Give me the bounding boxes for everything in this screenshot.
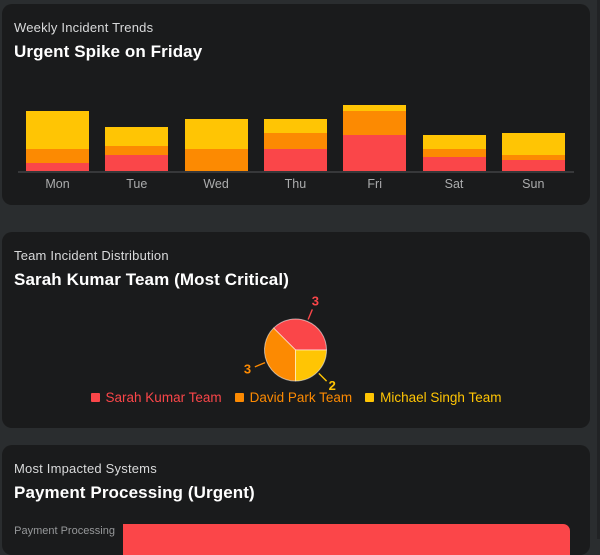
legend-swatch xyxy=(365,393,375,402)
x-axis-label-mon: Mon xyxy=(45,177,70,191)
x-axis-label-sat: Sat xyxy=(444,177,464,191)
scrollbar-track[interactable] xyxy=(597,0,600,539)
x-axis-label-fri: Fri xyxy=(367,177,382,191)
bar-segment-orange-severity[interactable] xyxy=(501,154,565,160)
legend-swatch xyxy=(90,393,100,402)
legend-label: Sarah Kumar Team xyxy=(105,390,222,405)
chart-subtitle: Most Impacted Systems xyxy=(14,461,157,476)
x-axis-label-sun: Sun xyxy=(522,177,545,191)
bar-column-mon[interactable] xyxy=(26,110,89,171)
x-axis-labels: Mon Tue Wed Thu Fri Sat Sun xyxy=(18,177,574,193)
hbar-row-label: Payment Processing xyxy=(14,525,115,537)
legend-label: Michael Singh Team xyxy=(380,390,502,405)
bar-segment-yellow-severity[interactable] xyxy=(343,105,407,111)
pie-leader-line xyxy=(318,372,328,382)
bar-segment-yellow-severity[interactable] xyxy=(263,118,327,133)
panel-weekly-incident-trends: Weekly Incident Trends Urgent Spike on F… xyxy=(2,4,590,205)
bar-segment-yellow-severity[interactable] xyxy=(26,110,89,149)
pie-slice-sarah-kumar-team[interactable] xyxy=(273,318,327,351)
bar-segment-orange-severity[interactable] xyxy=(422,149,486,158)
bar-column-sun[interactable] xyxy=(501,132,565,171)
bar-segment-orange-severity[interactable] xyxy=(263,132,327,149)
pie-slice-david-park-team[interactable] xyxy=(264,327,296,382)
bar-segment-yellow-severity[interactable] xyxy=(184,118,248,149)
bar-segment-orange-severity[interactable] xyxy=(26,149,89,163)
legend-label: David Park Team xyxy=(249,390,353,405)
hbar-bar[interactable] xyxy=(123,524,570,555)
bar-column-tue[interactable] xyxy=(105,127,169,171)
x-axis-line xyxy=(18,171,574,173)
bar-segment-yellow-severity[interactable] xyxy=(105,127,169,147)
stacked-bar-chart xyxy=(18,4,574,171)
pie-chart: 3 3 2 xyxy=(244,293,336,393)
bar-segment-yellow-severity[interactable] xyxy=(422,135,486,149)
bar-segment-red-severity[interactable] xyxy=(105,154,169,171)
x-axis-label-thu: Thu xyxy=(284,177,307,191)
chart-title: Sarah Kumar Team (Most Critical) xyxy=(14,270,289,289)
chart-subtitle: Team Incident Distribution xyxy=(14,248,169,263)
pie-leader-line xyxy=(254,361,266,368)
pie-value-label: 3 xyxy=(244,361,251,376)
pie-slice-michael-singh-team[interactable] xyxy=(295,349,327,382)
legend-swatch xyxy=(234,393,244,402)
bar-segment-orange-severity[interactable] xyxy=(343,110,407,136)
bar-segment-orange-severity[interactable] xyxy=(184,149,248,171)
bar-column-fri[interactable] xyxy=(343,105,407,171)
pie-value-label: 2 xyxy=(329,378,336,393)
bar-column-sat[interactable] xyxy=(422,135,486,171)
x-axis-label-tue: Tue xyxy=(126,177,148,191)
x-axis-label-wed: Wed xyxy=(203,177,229,191)
legend-item-david-park-team[interactable]: David Park Team xyxy=(234,390,353,405)
bar-segment-orange-severity[interactable] xyxy=(105,146,169,155)
chart-title: Payment Processing (Urgent) xyxy=(14,483,255,502)
pie-value-label: 3 xyxy=(312,293,319,308)
bar-segment-red-severity[interactable] xyxy=(26,162,89,171)
legend-item-michael-singh-team[interactable]: Michael Singh Team xyxy=(365,390,501,405)
bar-segment-red-severity[interactable] xyxy=(501,160,565,171)
chart-subtitle: Weekly Incident Trends xyxy=(14,20,154,35)
pie-legend: Sarah Kumar Team David Park Team Michael S… xyxy=(2,390,590,405)
bar-segment-red-severity[interactable] xyxy=(422,157,486,171)
bar-column-thu[interactable] xyxy=(263,118,327,171)
pie-leader-line xyxy=(307,309,313,320)
bar-segment-red-severity[interactable] xyxy=(343,135,407,171)
bar-segment-red-severity[interactable] xyxy=(263,149,327,171)
bar-segment-yellow-severity[interactable] xyxy=(501,132,565,155)
bar-column-wed[interactable] xyxy=(184,118,248,171)
chart-title: Urgent Spike on Friday xyxy=(14,42,203,61)
panel-team-incident-distribution: Team Incident Distribution Sarah Kumar T… xyxy=(2,232,590,428)
legend-item-sarah-kumar-team[interactable]: Sarah Kumar Team xyxy=(90,390,222,405)
